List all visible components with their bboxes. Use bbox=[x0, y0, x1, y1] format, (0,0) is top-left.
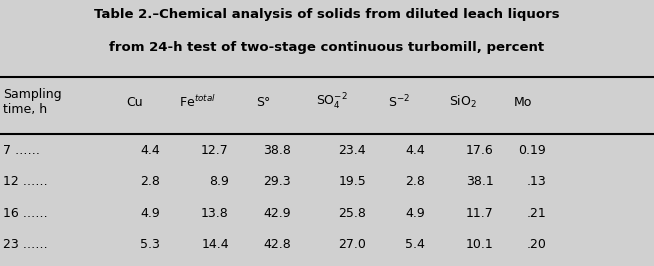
Text: 19.5: 19.5 bbox=[339, 175, 366, 188]
Text: 10.1: 10.1 bbox=[466, 238, 494, 251]
Text: 17.6: 17.6 bbox=[466, 144, 494, 157]
Text: 38.1: 38.1 bbox=[466, 175, 494, 188]
Text: S°: S° bbox=[256, 96, 270, 109]
Text: 4.4: 4.4 bbox=[141, 144, 160, 157]
Text: S$^{-2}$: S$^{-2}$ bbox=[388, 94, 410, 111]
Text: Table 2.–Chemical analysis of solids from diluted leach liquors: Table 2.–Chemical analysis of solids fro… bbox=[94, 8, 560, 21]
Text: SiO$_2$: SiO$_2$ bbox=[449, 94, 477, 110]
Text: 5.4: 5.4 bbox=[405, 238, 425, 251]
Text: Cu: Cu bbox=[126, 96, 143, 109]
Text: 14.4: 14.4 bbox=[201, 238, 229, 251]
Text: 29.3: 29.3 bbox=[264, 175, 291, 188]
Text: 12 ……: 12 …… bbox=[3, 175, 48, 188]
Text: 27.0: 27.0 bbox=[338, 238, 366, 251]
Text: 42.8: 42.8 bbox=[264, 238, 291, 251]
Text: Mo: Mo bbox=[514, 96, 532, 109]
Text: SO$_4^{-2}$: SO$_4^{-2}$ bbox=[316, 92, 348, 113]
Text: 12.7: 12.7 bbox=[201, 144, 229, 157]
Text: 2.8: 2.8 bbox=[405, 175, 425, 188]
Text: .13: .13 bbox=[526, 175, 546, 188]
Text: 7 ……: 7 …… bbox=[3, 144, 41, 157]
Text: from 24-h test of two-stage continuous turbomill, percent: from 24-h test of two-stage continuous t… bbox=[109, 41, 545, 54]
Text: 8.9: 8.9 bbox=[209, 175, 229, 188]
Text: 42.9: 42.9 bbox=[264, 207, 291, 220]
Text: .20: .20 bbox=[526, 238, 546, 251]
Text: 38.8: 38.8 bbox=[263, 144, 291, 157]
Text: 4.9: 4.9 bbox=[141, 207, 160, 220]
Text: 11.7: 11.7 bbox=[466, 207, 494, 220]
Text: .21: .21 bbox=[526, 207, 546, 220]
Text: Sampling
time, h: Sampling time, h bbox=[3, 88, 62, 117]
Text: 2.8: 2.8 bbox=[141, 175, 160, 188]
Text: Fe$^{total}$: Fe$^{total}$ bbox=[179, 94, 216, 110]
Text: 23 ……: 23 …… bbox=[3, 238, 48, 251]
Text: 4.9: 4.9 bbox=[405, 207, 425, 220]
Text: 4.4: 4.4 bbox=[405, 144, 425, 157]
Text: 0.19: 0.19 bbox=[519, 144, 546, 157]
Text: 16 ……: 16 …… bbox=[3, 207, 48, 220]
Text: 5.3: 5.3 bbox=[141, 238, 160, 251]
Text: 23.4: 23.4 bbox=[339, 144, 366, 157]
Text: 25.8: 25.8 bbox=[338, 207, 366, 220]
Text: 13.8: 13.8 bbox=[201, 207, 229, 220]
